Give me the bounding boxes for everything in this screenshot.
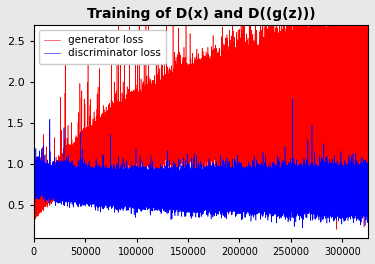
generator loss (114, 127, 118, 130)
discriminator loss (300, 227, 305, 230)
generator loss (78, 158, 82, 161)
Line: generator loss: generator loss (34, 21, 368, 229)
discriminator loss (140, 192, 145, 195)
generator loss (244, 118, 249, 121)
Title: Training of D(x) and D((g(z))): Training of D(x) and D((g(z))) (87, 7, 315, 21)
generator loss (140, 106, 145, 109)
discriminator loss (114, 172, 118, 175)
discriminator loss (244, 178, 249, 181)
discriminator loss (32, 68, 36, 72)
generator loss (32, 196, 36, 199)
discriminator loss (152, 179, 156, 182)
generator loss (366, 110, 370, 113)
generator loss (350, 65, 354, 69)
Legend: generator loss, discriminator loss: generator loss, discriminator loss (39, 30, 166, 64)
discriminator loss (78, 185, 82, 188)
discriminator loss (350, 185, 354, 188)
generator loss (152, 134, 156, 137)
Line: discriminator loss: discriminator loss (34, 70, 368, 228)
discriminator loss (366, 181, 370, 184)
discriminator loss (32, 173, 36, 176)
generator loss (334, 228, 339, 231)
generator loss (116, 19, 120, 22)
